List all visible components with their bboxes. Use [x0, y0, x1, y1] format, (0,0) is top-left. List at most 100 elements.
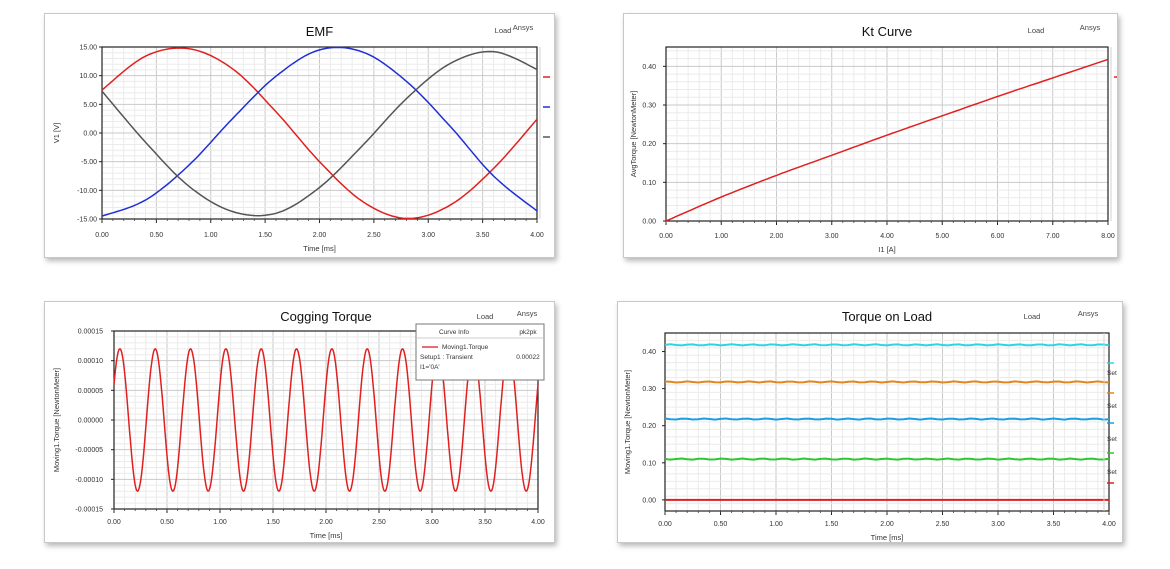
x-tick-label: 0.00 [95, 232, 109, 239]
series-line [664, 343, 1110, 347]
x-tick-label: 3.00 [425, 519, 439, 526]
y-axis-label: Moving1.Torque [NewtonMeter] [52, 368, 61, 472]
x-tick-label: 6.00 [991, 233, 1005, 240]
x-tick-label: 0.00 [107, 519, 121, 526]
x-tick-label: 2.00 [770, 233, 784, 240]
x-tick-label: 0.00 [658, 521, 672, 528]
y-tick-label: -10.00 [77, 188, 97, 195]
y-tick-label: 15.00 [79, 45, 97, 52]
y-tick-label: 0.40 [642, 349, 656, 356]
x-tick-label: 1.50 [825, 521, 839, 528]
x-tick-label: 3.50 [478, 519, 492, 526]
legend-header-curve-info: Curve Info [439, 329, 469, 336]
emf-chart-panel: 0.00 0.50 1.00 1.50 2.00 2.50 3.00 3.50 4.00 15.0… [44, 13, 555, 258]
series-line [664, 417, 1110, 421]
x-axis-label: Time [ms] [310, 531, 343, 540]
x-tick-label: 3.00 [825, 233, 839, 240]
y-tick-label: 0.00 [642, 219, 656, 226]
y-tick-label: 0.30 [642, 386, 656, 393]
x-axis-label: I1 [A] [878, 245, 896, 254]
chart-title: Cogging Torque [280, 309, 372, 324]
legend-entry-name: Moving1.Torque [442, 344, 489, 351]
x-tick-label: 0.50 [714, 521, 728, 528]
chart-title: EMF [306, 24, 334, 39]
y-tick-label: 10.00 [79, 73, 97, 80]
series-line [664, 457, 1110, 461]
series-line [101, 47, 538, 220]
series-line [664, 380, 1110, 384]
x-axis-label: Time [ms] [871, 533, 904, 542]
y-tick-label: 0.40 [642, 64, 656, 71]
x-tick-label: 3.50 [1047, 521, 1061, 528]
legend-header-pk2pk: pk2pk [519, 329, 537, 336]
x-tick-label: 1.00 [714, 233, 728, 240]
y-tick-label: 0.00005 [78, 388, 103, 395]
x-tick-label: 1.00 [204, 232, 218, 239]
series-line [665, 58, 1109, 222]
series-line [101, 50, 538, 217]
corner-label-ansys: Ansys [517, 309, 538, 318]
y-tick-label: 0.20 [642, 423, 656, 430]
legend-entry-label: Set [1107, 469, 1117, 476]
x-tick-label: 3.00 [991, 521, 1005, 528]
cogging-torque-chart-panel: 0.00 0.50 1.00 1.50 2.00 2.50 3.00 3.50 4.00 0.00… [44, 301, 555, 543]
legend-entry-label: Set [1107, 370, 1117, 377]
x-tick-label: 1.50 [266, 519, 280, 526]
y-tick-label: -15.00 [77, 217, 97, 224]
y-tick-label: 0.10 [642, 180, 656, 187]
x-tick-label: 8.00 [1101, 233, 1115, 240]
cogging-torque-chart: 0.00 0.50 1.00 1.50 2.00 2.50 3.00 3.50 4.00 0.00… [52, 309, 545, 540]
torque-on-load-chart-panel: 0.00 0.50 1.00 1.50 2.00 2.50 3.00 3.50 4.00 0.40… [617, 301, 1123, 543]
y-tick-label: 0.00010 [78, 358, 103, 365]
y-tick-label: 0.20 [642, 141, 656, 148]
legend-entry-value: 0.00022 [516, 354, 540, 361]
x-tick-label: 0.50 [150, 232, 164, 239]
x-tick-label: 4.00 [1102, 521, 1116, 528]
x-axis-label: Time [ms] [303, 244, 336, 253]
x-tick-label: 3.50 [476, 232, 490, 239]
x-tick-label: 2.50 [367, 232, 381, 239]
x-tick-label: 1.00 [213, 519, 227, 526]
x-tick-label: 7.00 [1046, 233, 1060, 240]
y-tick-label: 0.00 [642, 497, 656, 504]
x-tick-label: 2.50 [372, 519, 386, 526]
legend-entry-label: Set [1107, 436, 1117, 443]
corner-label-ansys: Ansys [1078, 309, 1099, 318]
kt-curve-chart: 0.00 1.00 2.00 3.00 4.00 5.00 6.00 7.00 8.00 0.40… [629, 23, 1117, 254]
x-tick-label: 2.00 [313, 232, 327, 239]
y-tick-label: 0.00015 [78, 329, 103, 336]
y-axis-label: AvgTorque [NewtonMeter] [629, 91, 638, 178]
corner-label-ansys: Ansys [1080, 23, 1101, 32]
y-tick-label: 0.00000 [78, 418, 103, 425]
y-tick-label: 0.10 [642, 460, 656, 467]
y-axis-label: Moving1.Torque [NewtonMeter] [623, 370, 632, 474]
y-tick-label: 0.00 [83, 131, 97, 138]
x-tick-label: 2.00 [880, 521, 894, 528]
corner-label-load: Load [495, 26, 512, 35]
series-line [113, 348, 539, 492]
torque-on-load-chart: 0.00 0.50 1.00 1.50 2.00 2.50 3.00 3.50 4.00 0.40… [623, 309, 1117, 542]
kt-curve-chart-panel: 0.00 1.00 2.00 3.00 4.00 5.00 6.00 7.00 8.00 0.40… [623, 13, 1118, 258]
x-tick-label: 0.00 [659, 233, 673, 240]
y-tick-label: 0.30 [642, 103, 656, 110]
corner-label-ansys: Ansys [513, 23, 534, 32]
emf-chart: 0.00 0.50 1.00 1.50 2.00 2.50 3.00 3.50 4.00 15.0… [52, 23, 550, 253]
x-tick-label: 3.00 [421, 232, 435, 239]
y-tick-label: -0.00010 [75, 477, 103, 484]
series-line [101, 46, 538, 217]
y-tick-label: -0.00005 [75, 447, 103, 454]
chart-title: Kt Curve [862, 24, 913, 39]
chart-title: Torque on Load [842, 309, 932, 324]
legend-entry-param: I1='0A' [420, 364, 440, 371]
x-tick-label: 2.50 [936, 521, 950, 528]
corner-label-load: Load [1028, 26, 1045, 35]
x-tick-label: 0.50 [160, 519, 174, 526]
x-tick-label: 1.50 [258, 232, 272, 239]
legend-entry-label: Set [1107, 403, 1117, 410]
x-tick-label: 2.00 [319, 519, 333, 526]
y-axis-label: V1 [V] [52, 123, 61, 143]
corner-label-load: Load [477, 312, 494, 321]
y-tick-label: 5.00 [83, 102, 97, 109]
x-tick-label: 4.00 [530, 232, 544, 239]
legend-entry-setup: Setup1 : Transient [420, 354, 473, 361]
